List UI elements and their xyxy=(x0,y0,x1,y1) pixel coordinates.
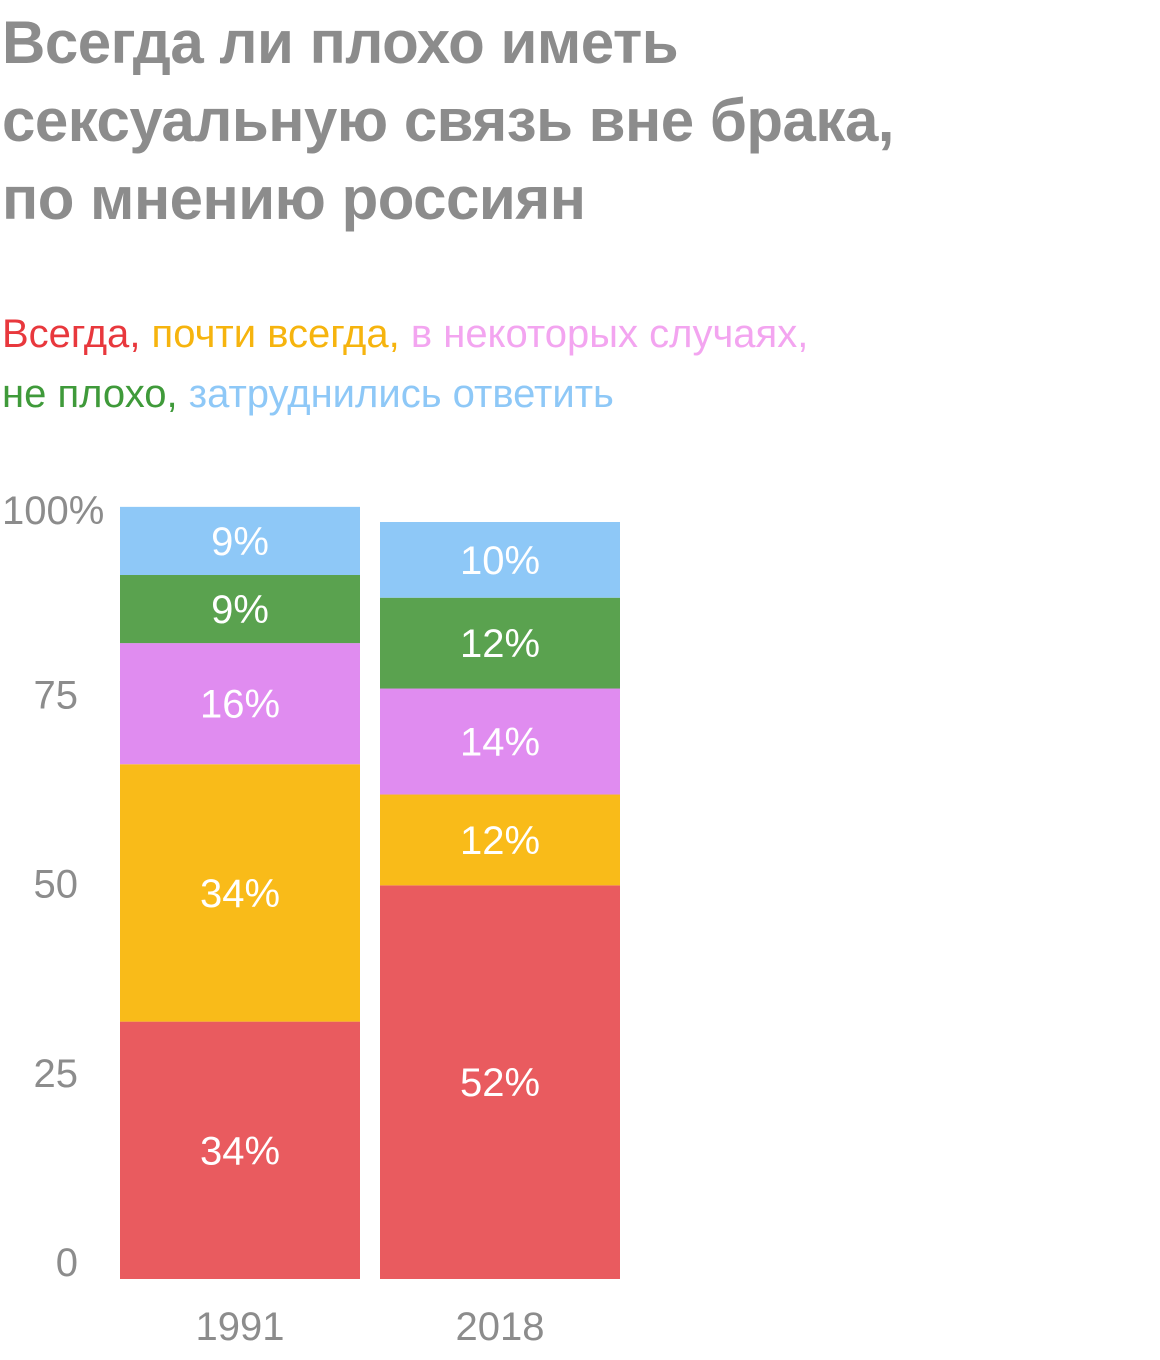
x-tick-label: 2018 xyxy=(456,1305,545,1349)
legend-item-sometimes: в некоторых случаях, xyxy=(411,312,808,356)
legend-label: Всегда xyxy=(2,312,130,356)
data-label: 12% xyxy=(460,622,540,666)
data-label: 34% xyxy=(200,872,280,916)
legend-separator: , xyxy=(129,312,152,356)
bar-segment xyxy=(380,794,620,886)
legend-line: Всегда, почти всегда, в некоторых случая… xyxy=(2,304,1152,364)
data-label: 12% xyxy=(460,819,540,863)
legend-item-not-bad: не плохо, xyxy=(2,372,189,416)
title-line: Всегда ли плохо иметь xyxy=(2,9,679,76)
legend: Всегда, почти всегда, в некоторых случая… xyxy=(2,304,1152,424)
y-tick-label: 100% xyxy=(2,489,104,533)
bar-segment xyxy=(380,597,620,689)
bar-segment xyxy=(380,522,620,598)
legend-separator: , xyxy=(166,372,189,416)
title-line: сексуальную связь вне брака, xyxy=(2,87,894,154)
legend-label: затруднились ответить xyxy=(188,372,614,416)
bar-segment xyxy=(380,688,620,795)
data-label: 52% xyxy=(460,1061,540,1105)
chart-title: Всегда ли плохо иметь сексуальную связь … xyxy=(2,4,1142,238)
y-tick-label: 75 xyxy=(34,673,79,717)
legend-label: не плохо xyxy=(2,372,167,416)
data-label: 9% xyxy=(211,588,269,632)
y-tick-label: 0 xyxy=(56,1241,78,1285)
legend-label: почти всегда xyxy=(151,312,389,356)
y-tick-label: 50 xyxy=(34,863,79,907)
legend-separator: , xyxy=(388,312,411,356)
bar-segment xyxy=(120,643,360,765)
title-line: по мнению россиян xyxy=(2,165,586,232)
data-label: 34% xyxy=(200,1129,280,1173)
data-label: 9% xyxy=(211,520,269,564)
x-tick-label: 1991 xyxy=(196,1305,285,1349)
legend-label: в некоторых случаях xyxy=(410,312,798,356)
legend-item-almost-always: почти всегда, xyxy=(152,312,411,356)
y-tick-label: 25 xyxy=(34,1052,79,1096)
bar-segment xyxy=(120,574,360,644)
data-label: 14% xyxy=(460,721,540,765)
legend-item-always: Всегда, xyxy=(2,312,152,356)
bar-segment xyxy=(120,1021,360,1279)
data-label: 10% xyxy=(460,539,540,583)
bar-segment xyxy=(380,885,620,1279)
bar-segment xyxy=(120,506,360,575)
legend-item-no-answer: затруднились ответить xyxy=(189,372,614,416)
legend-line: не плохо, затруднились ответить xyxy=(2,364,1152,424)
legend-separator: , xyxy=(797,312,809,356)
bar-segment xyxy=(120,764,360,1022)
data-label: 16% xyxy=(200,683,280,727)
